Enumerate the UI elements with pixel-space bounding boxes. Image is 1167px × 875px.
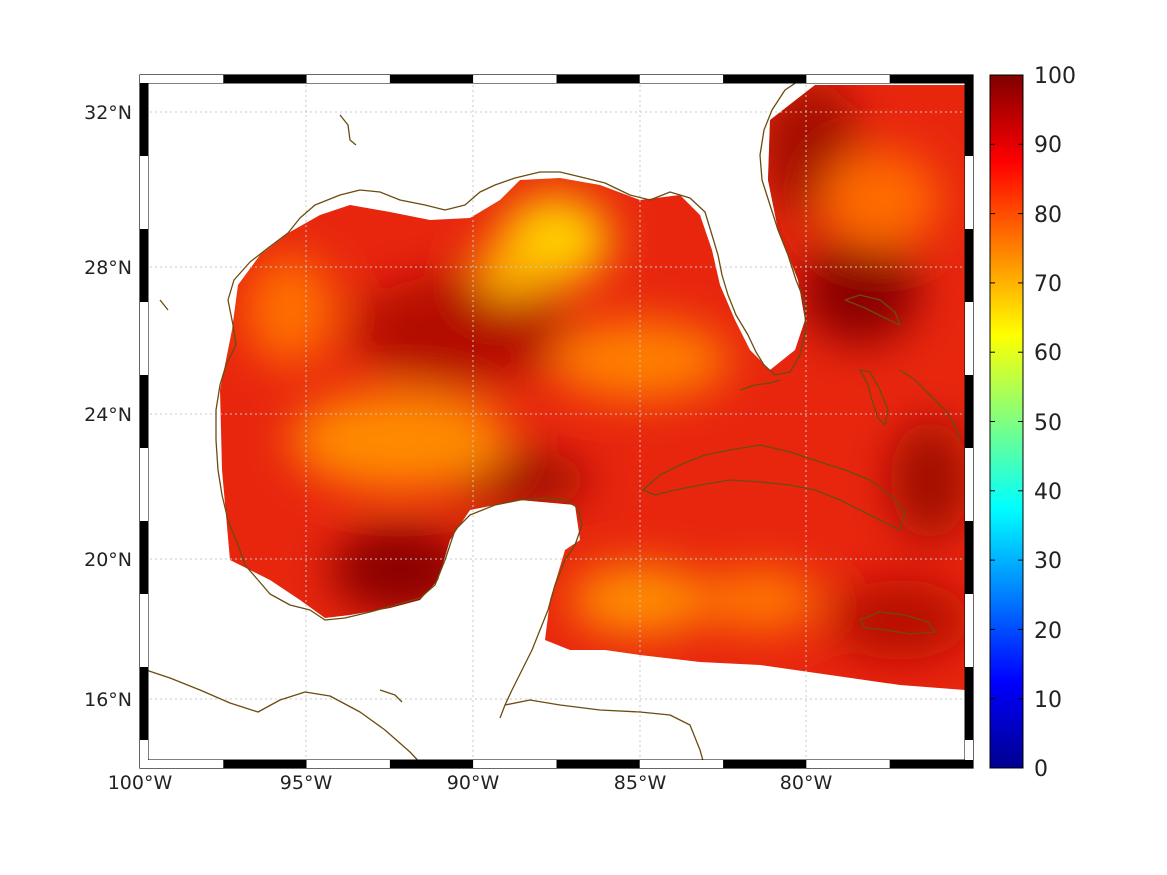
map-frame (139, 74, 974, 769)
frame-segment (806, 75, 890, 83)
mid-value-blob (290, 390, 510, 490)
frame-segments (140, 75, 973, 768)
frame-segment (723, 760, 807, 768)
frame-segment (556, 760, 640, 768)
high-value-blob (800, 235, 920, 345)
colorbar-label-40: 40 (1034, 480, 1062, 505)
frame-segment (389, 75, 474, 83)
frame-segment (965, 229, 973, 302)
frame-segment (140, 667, 148, 740)
frame-segment (140, 375, 148, 448)
frame-segment (965, 740, 973, 760)
lat-label-28: 28°N (84, 257, 132, 279)
frame-segment (889, 75, 973, 83)
coastline-island-3 (379, 689, 403, 703)
frame-segment (965, 302, 973, 375)
mid-value-blob (245, 255, 335, 365)
lon-axis-labels: 100°W 95°W 90°W 85°W 80°W (108, 772, 833, 794)
coastlines (139, 75, 961, 769)
frame-segment (889, 760, 973, 768)
high-value-blob (890, 420, 965, 540)
coastline-gulf-north-west (215, 75, 816, 581)
mid-value-blob (700, 570, 820, 630)
frame-segment (965, 521, 973, 594)
lat-label-24: 24°N (84, 404, 132, 426)
frame-segment (473, 75, 557, 83)
high-value-blob (350, 275, 570, 385)
coastline-bahamas-1 (859, 369, 889, 426)
frame-segment (140, 521, 148, 594)
coastline-jamaica (859, 611, 936, 635)
colorbar-label-30: 30 (1034, 549, 1062, 574)
coastline-mexico-yucatan (257, 497, 583, 719)
frame-segment (473, 760, 557, 768)
lat-label-16: 16°N (84, 689, 132, 711)
colorbar: 100 90 80 70 60 50 40 30 20 10 0 (989, 64, 1076, 782)
frame-segment (965, 83, 973, 156)
colorbar-label-60: 60 (1034, 341, 1062, 366)
coastline-central-america (139, 667, 426, 769)
colorbar-label-10: 10 (1034, 688, 1062, 713)
lon-label-100: 100°W (108, 772, 173, 794)
frame-segment (140, 229, 148, 302)
low-value-blob (475, 240, 545, 300)
frame-segment (140, 302, 148, 375)
frame-segment (140, 760, 224, 768)
lon-label-95: 95°W (280, 772, 333, 794)
frame-segment (140, 83, 148, 156)
frame-segment (723, 75, 807, 83)
high-value-blob (830, 580, 965, 660)
frame-segment (639, 75, 724, 83)
coastline-island-1 (339, 114, 357, 146)
frame-segment (639, 760, 724, 768)
coastline-honduras (504, 699, 706, 769)
coastline-bahamas-3 (899, 369, 961, 441)
frame-segment (965, 375, 973, 448)
lat-label-20: 20°N (84, 549, 132, 571)
high-value-blob (330, 525, 470, 615)
frame-segment (965, 156, 973, 229)
colorbar-label-90: 90 (1034, 133, 1062, 158)
lon-label-80: 80°W (780, 772, 833, 794)
lon-label-85: 85°W (614, 772, 667, 794)
lat-label-32: 32°N (84, 102, 132, 124)
frame-segment (965, 448, 973, 521)
coastline-cuba (642, 444, 906, 531)
frame-segment (223, 760, 307, 768)
heatmap-variation (245, 85, 965, 660)
gridlines (140, 75, 973, 768)
heatmap-layer (220, 85, 965, 690)
frame-segment (306, 75, 390, 83)
frame-segment (140, 594, 148, 667)
colorbar-label-80: 80 (1034, 203, 1062, 228)
colorbar-label-0: 0 (1034, 757, 1048, 782)
coastline-island-2 (159, 299, 169, 311)
frame-segment (389, 760, 474, 768)
frame-segment (140, 75, 224, 83)
frame-segment (140, 448, 148, 521)
frame-segment (140, 740, 148, 760)
frame-segment (806, 760, 890, 768)
frame-segment (965, 594, 973, 667)
colorbar-label-50: 50 (1034, 411, 1062, 436)
frame-segment (140, 156, 148, 229)
coastline-bahamas-2 (844, 294, 901, 326)
frame-segment (965, 667, 973, 740)
frame-segment (306, 760, 390, 768)
coastline-florida-keys (739, 379, 781, 391)
frame-segment (223, 75, 307, 83)
mid-value-blob (820, 150, 940, 250)
frame-segment (556, 75, 640, 83)
lon-label-90: 90°W (447, 772, 500, 794)
colorbar-label-100: 100 (1034, 64, 1076, 89)
colorbar-ticks (990, 74, 1023, 769)
colorbar-label-20: 20 (1034, 619, 1062, 644)
colorbar-label-70: 70 (1034, 272, 1062, 297)
lat-axis-labels: 32°N 28°N 24°N 20°N 16°N (84, 102, 132, 711)
